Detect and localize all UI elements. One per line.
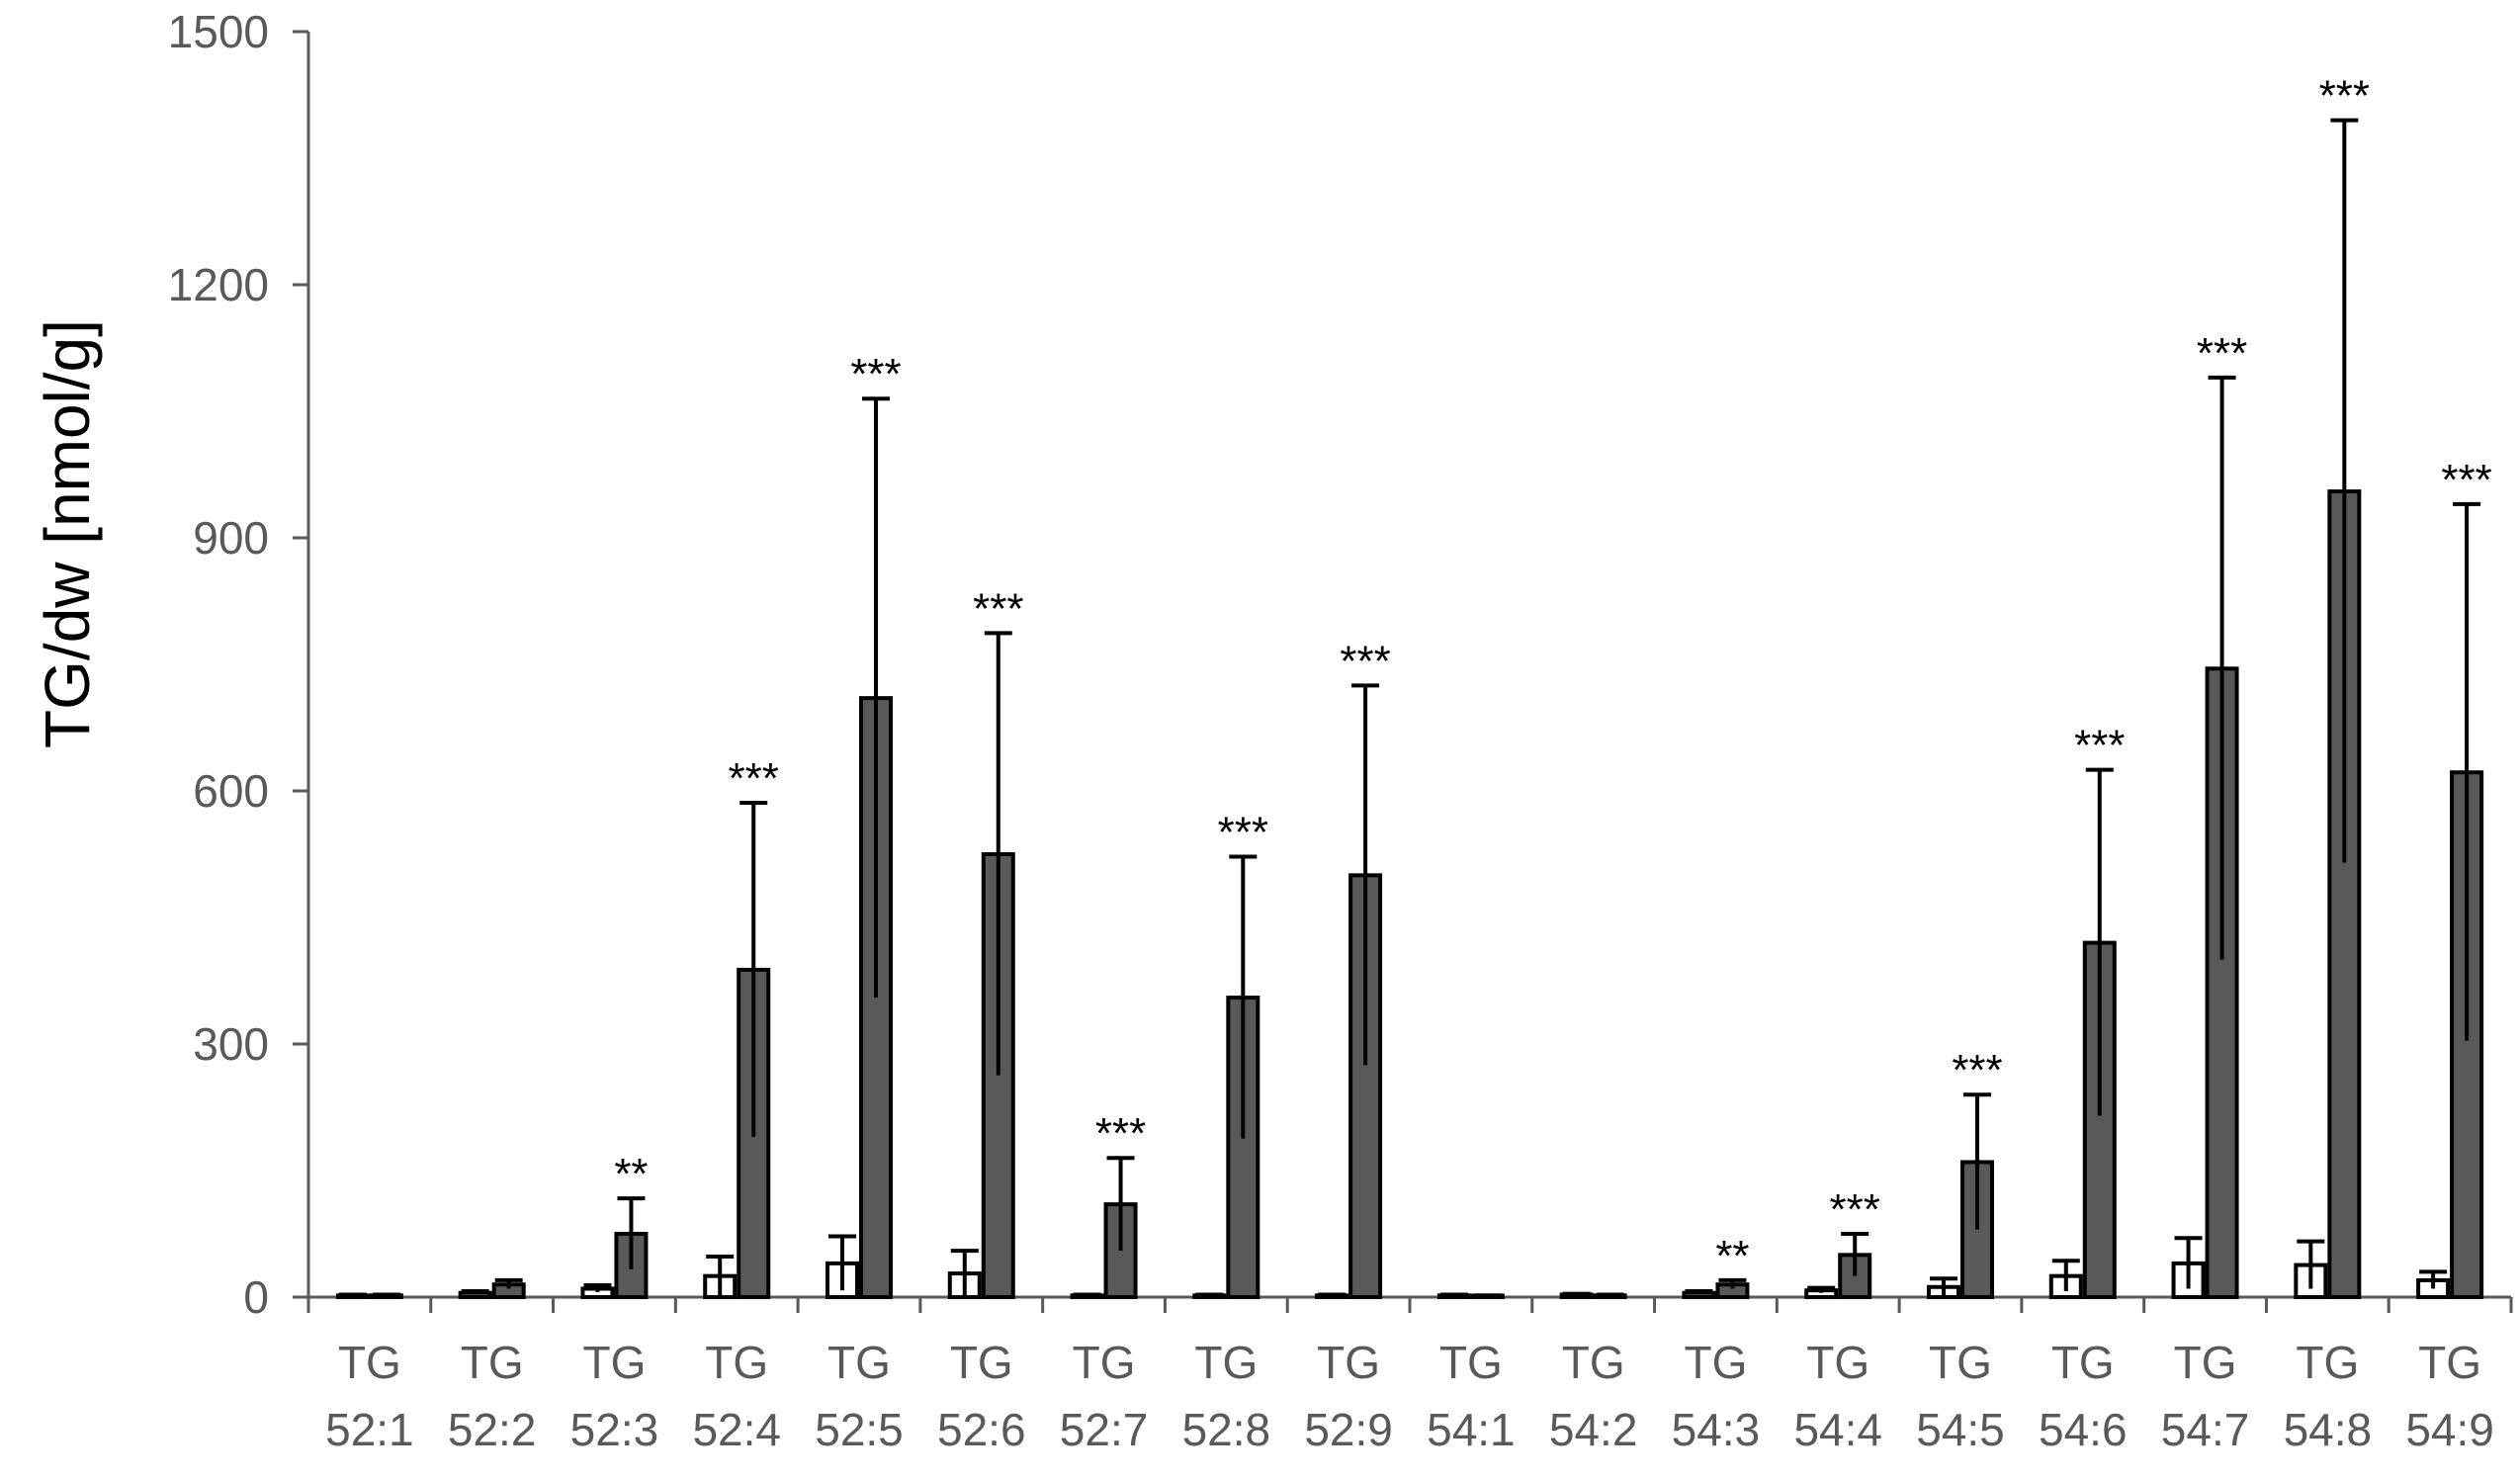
- x-tick-label-line1: TG: [1073, 1337, 1136, 1388]
- axes: 0 300 600 900 1200 1500: [168, 6, 2513, 1323]
- significance-label: **: [1715, 1232, 1749, 1280]
- x-tick-label-line1: TG: [1684, 1337, 1747, 1388]
- x-tick-label-line2: 52:3: [570, 1404, 659, 1455]
- significance-label: ***: [1340, 637, 1390, 685]
- x-tick-label-line2: 54:5: [1916, 1404, 2005, 1455]
- x-tick-label-line1: TG: [1194, 1337, 1258, 1388]
- x-tick-labels: TG 52:1 TG 52:2 TG 52:3 TG 52:4 TG 52:5 TG 52:6 TG 52…: [325, 1337, 2494, 1455]
- x-tick-label-line1: TG: [1806, 1337, 1869, 1388]
- significance-label: ***: [1218, 809, 1268, 857]
- x-tick-label-line2: 52:1: [325, 1404, 414, 1455]
- significance-label: ***: [729, 754, 779, 803]
- significance-label: ***: [2319, 72, 2370, 121]
- x-tick-label-line1: TG: [461, 1337, 524, 1388]
- y-tick-label: 1500: [168, 6, 269, 57]
- x-tick-label-line2: 52:9: [1304, 1404, 1393, 1455]
- significance-label: ***: [973, 584, 1023, 633]
- x-tick-label-line2: 54:9: [2405, 1404, 2494, 1455]
- x-tick-label-line1: TG: [2051, 1337, 2115, 1388]
- y-tick-label: 900: [193, 512, 269, 564]
- significance-label: ***: [1952, 1046, 2002, 1094]
- y-tick-label: 1200: [168, 259, 269, 310]
- y-tick-label: 0: [243, 1271, 269, 1323]
- x-tick-label-line1: TG: [2418, 1337, 2481, 1388]
- x-tick-label-line1: TG: [1317, 1337, 1380, 1388]
- x-tick-label-line2: 54:7: [2161, 1404, 2250, 1455]
- x-tick-label-line2: 52:4: [692, 1404, 781, 1455]
- x-tick-label-line1: TG: [827, 1337, 891, 1388]
- significance-label: ***: [2074, 722, 2125, 770]
- significance-label: ***: [2197, 329, 2247, 378]
- bars: ****************************************: [335, 72, 2492, 1300]
- x-tick-label-line2: 54:6: [2039, 1404, 2128, 1455]
- x-tick-label-line2: 54:1: [1427, 1404, 1516, 1455]
- x-tick-label-line1: TG: [338, 1337, 401, 1388]
- x-tick-label-line1: TG: [1929, 1337, 1992, 1388]
- x-tick-label-line2: 52:8: [1182, 1404, 1271, 1455]
- significance-label: **: [614, 1150, 648, 1198]
- x-tick-label-line1: TG: [2296, 1337, 2359, 1388]
- significance-label: ***: [2441, 456, 2491, 504]
- significance-label: ***: [1095, 1109, 1146, 1158]
- x-tick-label-line2: 52:5: [815, 1404, 904, 1455]
- x-tick-label-line1: TG: [705, 1337, 768, 1388]
- x-tick-label-line2: 52:7: [1060, 1404, 1149, 1455]
- significance-label: ***: [850, 350, 901, 398]
- x-tick-label-line2: 52:2: [448, 1404, 537, 1455]
- y-axis-title: TG/dw [nmol/g]: [32, 319, 103, 748]
- x-tick-label-line1: TG: [950, 1337, 1013, 1388]
- x-tick-label-line1: TG: [2174, 1337, 2237, 1388]
- x-tick-label-line1: TG: [1562, 1337, 1625, 1388]
- x-tick-label-line2: 54:2: [1549, 1404, 1638, 1455]
- significance-label: ***: [1830, 1185, 1880, 1234]
- y-tick-label: 300: [193, 1018, 269, 1070]
- x-tick-label-line1: TG: [1439, 1337, 1503, 1388]
- x-tick-label-line2: 54:8: [2284, 1404, 2373, 1455]
- x-tick-label-line2: 54:4: [1793, 1404, 1882, 1455]
- x-tick-label-line1: TG: [582, 1337, 646, 1388]
- x-tick-label-line2: 52:6: [937, 1404, 1026, 1455]
- y-tick-label: 600: [193, 765, 269, 817]
- x-tick-label-line2: 54:3: [1672, 1404, 1761, 1455]
